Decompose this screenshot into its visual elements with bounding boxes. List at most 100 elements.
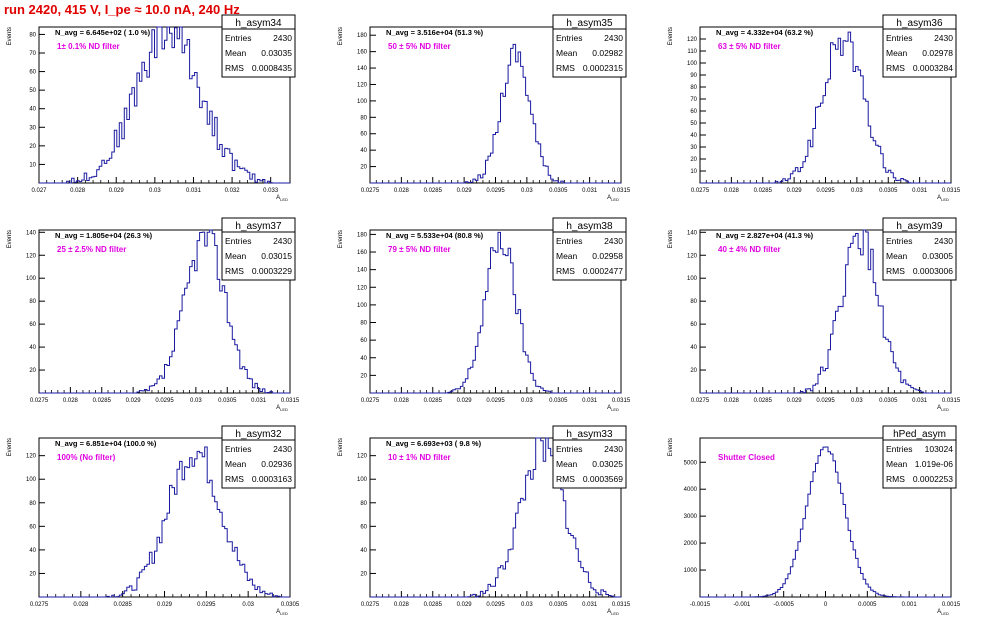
y-tick-label: 60 [29, 322, 36, 328]
stats-box: h_asym34 Entries 2430 Mean 0.03035 RMS 0.00084… [221, 14, 296, 78]
stats-label: Entries [556, 444, 582, 454]
stats-box: h_asym36 Entries 2430 Mean 0.02978 RMS 0.00032… [882, 14, 957, 78]
navg-label: N_avg = 2.827e+04 (41.3 %) [716, 231, 814, 240]
y-tick-label: 120 [687, 37, 698, 43]
y-tick-label: 100 [357, 303, 368, 309]
stats-label: RMS [556, 63, 575, 73]
y-tick-label: 50 [29, 88, 36, 94]
y-tick-label: 40 [690, 133, 697, 139]
stats-box-frame [552, 217, 627, 281]
navg-label: N_avg = 6.693e+03 ( 9.8 %) [386, 439, 482, 448]
stats-label: Entries [556, 33, 582, 43]
y-tick-label: 100 [357, 99, 368, 105]
x-tick-label: 0.031 [582, 188, 598, 194]
x-tick-label: 0.033 [263, 188, 279, 194]
navg-label: N_avg = 4.332e+04 (63.2 %) [716, 28, 814, 37]
stats-label: Mean [225, 48, 247, 58]
x-tick-label: 0.0315 [281, 398, 300, 404]
x-tick-label: 0.0305 [549, 398, 568, 404]
histogram-pad-h_asym32: 0.0275 0.028 0.0285 0.029 0.0295 0.03 0.0305 20… [7, 425, 300, 616]
y-axis-title: Events [668, 438, 674, 456]
y-tick-label: 120 [26, 253, 37, 259]
x-tick-label: 0.0275 [361, 398, 380, 404]
x-tick-label: 0.0285 [754, 398, 773, 404]
stats-box: h_asym37 Entries 2430 Mean 0.03015 RMS 0.00032… [221, 217, 296, 281]
y-tick-label: 60 [690, 322, 697, 328]
histogram-pad-hPed_asym: -0.0015 -0.001 -0.0005 0 0.0005 0.001 0.0015 10… [668, 425, 961, 616]
x-tick-label: 0.0315 [612, 398, 631, 404]
x-tick-label: 0.0295 [816, 398, 835, 404]
stats-box: h_asym32 Entries 2430 Mean 0.02936 RMS 0.00031… [221, 425, 296, 489]
x-axis-title: ALED [607, 195, 619, 202]
stats-box: h_asym33 Entries 2430 Mean 0.03025 RMS 0.00035… [552, 425, 627, 489]
y-tick-label: 2000 [684, 541, 698, 547]
x-tick-label: 0.031 [912, 188, 928, 194]
histogram-line [370, 437, 621, 598]
stats-value: 0.0003006 [913, 266, 953, 276]
stats-title: h_asym34 [235, 18, 282, 29]
y-tick-label: 40 [360, 548, 367, 554]
histogram-line [700, 31, 951, 184]
x-tick-label: 0.0015 [942, 602, 961, 608]
histogram-line [370, 231, 621, 394]
stats-value: 2430 [273, 236, 292, 246]
y-tick-label: 40 [360, 148, 367, 154]
y-tick-label: 160 [357, 250, 368, 256]
x-tick-label: 0.03 [851, 188, 863, 194]
x-tick-label: 0.0305 [549, 602, 568, 608]
y-tick-label: 110 [687, 49, 697, 55]
x-tick-label: 0.028 [394, 398, 410, 404]
y-tick-label: 100 [357, 477, 368, 483]
stats-label: Mean [556, 251, 578, 261]
stats-label: Mean [225, 459, 247, 469]
y-axis-title: Events [338, 230, 344, 248]
x-tick-label: 0.031 [582, 398, 598, 404]
x-axis-title: ALED [607, 609, 619, 616]
plot-frame [38, 26, 291, 184]
x-tick-label: 0.028 [724, 398, 740, 404]
x-tick-label: 0.0285 [754, 188, 773, 194]
filter-label: 100% (No filter) [57, 453, 116, 462]
x-axis-title: ALED [937, 405, 949, 412]
stats-value: 2430 [273, 444, 292, 454]
stats-value: 0.03015 [261, 251, 292, 261]
navg-label: N_avg = 5.533e+04 (80.8 %) [386, 231, 484, 240]
x-tick-label: 0.03 [521, 398, 533, 404]
stats-box-frame [882, 425, 957, 489]
x-axis-title: ALED [276, 405, 288, 412]
y-tick-label: 70 [690, 97, 697, 103]
y-tick-label: 80 [29, 501, 36, 507]
stats-title: h_asym33 [566, 429, 613, 440]
y-axis-title: Events [668, 230, 674, 248]
y-tick-label: 90 [690, 73, 697, 79]
stats-label: RMS [886, 63, 905, 73]
stats-label: RMS [886, 266, 905, 276]
y-tick-label: 60 [360, 338, 367, 344]
y-tick-label: 60 [29, 70, 36, 76]
y-tick-label: 180 [357, 33, 368, 39]
x-tick-label: 0.027 [31, 188, 47, 194]
stats-box: h_asym35 Entries 2430 Mean 0.02982 RMS 0.00023… [552, 14, 627, 78]
y-tick-label: 40 [360, 356, 367, 362]
x-tick-label: 0.028 [394, 188, 410, 194]
x-axis-title: ALED [937, 195, 949, 202]
stats-box-frame [552, 14, 627, 78]
histogram-pad-h_asym34: 0.027 0.028 0.029 0.03 0.031 0.032 0.033 10 20 30… [7, 14, 296, 202]
stats-label: RMS [225, 474, 244, 484]
y-tick-label: 120 [357, 82, 368, 88]
y-tick-label: 160 [357, 50, 368, 56]
x-tick-label: 0.0295 [816, 188, 835, 194]
stats-title: h_asym32 [235, 429, 282, 440]
stats-box-frame [221, 217, 296, 281]
x-tick-label: 0.0305 [549, 188, 568, 194]
stats-value: 0.0003229 [252, 266, 292, 276]
histogram-line [700, 229, 951, 394]
y-tick-label: 3000 [684, 514, 698, 520]
x-axis-title: ALED [607, 405, 619, 412]
histogram-line [39, 446, 290, 598]
x-tick-label: -0.0015 [690, 602, 711, 608]
x-tick-label: 0.0305 [879, 398, 898, 404]
y-tick-label: 20 [690, 157, 697, 163]
x-tick-label: 0.031 [912, 398, 928, 404]
stats-label: RMS [556, 474, 575, 484]
